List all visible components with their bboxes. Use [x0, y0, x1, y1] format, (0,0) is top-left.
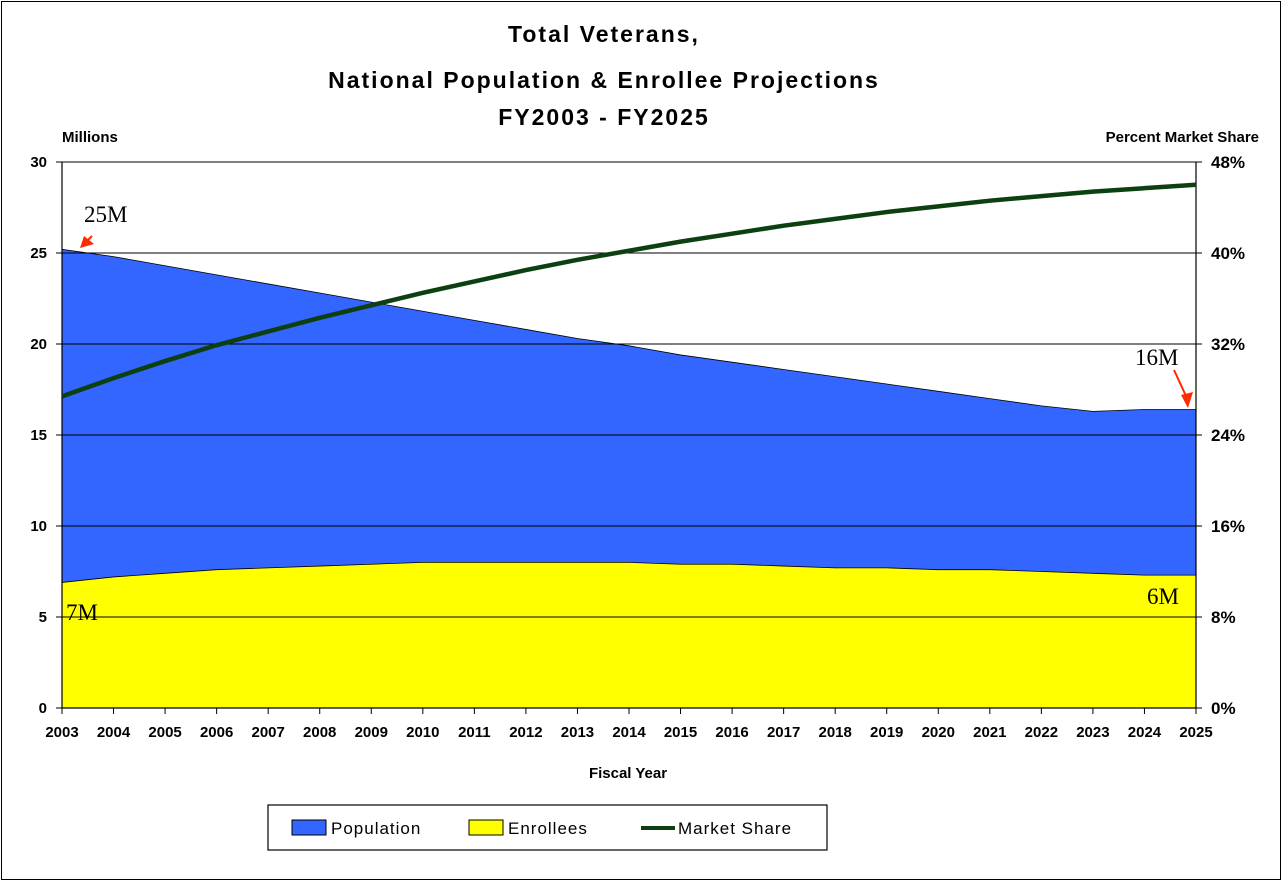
chart-title-line-2: National Population & Enrollee Projectio…	[328, 67, 880, 93]
y-tick-label-0: 0	[39, 700, 47, 717]
enrollees-area	[61, 562, 1197, 709]
chart-title-line-1: Total Veterans,	[508, 21, 700, 47]
y-tick-label-15: 15	[30, 427, 47, 444]
x-tick-label-2011: 2011	[458, 724, 491, 741]
x-tick-label-2004: 2004	[97, 724, 131, 741]
x-tick-label-2017: 2017	[767, 724, 800, 741]
y-axis-title: Millions	[62, 129, 118, 146]
legend: Population Enrollees Market Share	[267, 804, 828, 851]
legend-swatch-population	[291, 819, 327, 836]
y2-tick-label-0: 0%	[1211, 699, 1236, 718]
x-tick-label-2016: 2016	[715, 724, 748, 741]
annotation-arrow-16m-shaft	[1173, 369, 1187, 397]
x-tick-label-2015: 2015	[664, 724, 697, 741]
legend-label-population: Population	[331, 819, 421, 838]
y2-tick-label-48: 48%	[1211, 153, 1245, 172]
annotation-enrollees-start: 7M	[66, 600, 98, 625]
x-axis-title: Fiscal Year	[589, 765, 667, 782]
y2-tick-label-24: 24%	[1211, 426, 1245, 445]
legend-swatch-enrollees	[468, 819, 504, 836]
legend-box	[267, 804, 828, 851]
y2-tick-label-32: 32%	[1211, 335, 1245, 354]
y-tick-label-25: 25	[30, 245, 47, 262]
x-tick-label-2007: 2007	[251, 724, 284, 741]
annotation-arrow-16m-head	[1181, 392, 1193, 408]
y-tick-label-10: 10	[30, 518, 47, 535]
x-tick-label-2019: 2019	[870, 724, 903, 741]
x-tick-label-2013: 2013	[561, 724, 594, 741]
x-tick-label-2023: 2023	[1076, 724, 1109, 741]
annotation-enrollees-end: 6M	[1147, 584, 1179, 609]
legend-label-enrollees: Enrollees	[508, 819, 588, 838]
annotation-population-end: 16M	[1135, 345, 1178, 370]
x-tick-label-2009: 2009	[355, 724, 388, 741]
x-tick-label-2006: 2006	[200, 724, 233, 741]
x-tick-label-2025: 2025	[1179, 724, 1212, 741]
chart-title-line-3: FY2003 - FY2025	[498, 104, 710, 130]
y2-axis-title: Percent Market Share	[1106, 129, 1259, 146]
market-share-line	[61, 182, 1197, 399]
x-tick-label-2003: 2003	[45, 724, 78, 741]
x-tick-label-2012: 2012	[509, 724, 542, 741]
x-tick-label-2024: 2024	[1128, 724, 1162, 741]
annotation-arrow-25m-head	[80, 236, 94, 248]
x-tick-label-2018: 2018	[818, 724, 851, 741]
y2-tick-label-16: 16%	[1211, 517, 1245, 536]
annotation-population-start: 25M	[84, 202, 127, 227]
x-tick-label-2008: 2008	[303, 724, 336, 741]
legend-label-market-share: Market Share	[678, 819, 792, 838]
x-tick-label-2005: 2005	[148, 724, 181, 741]
chart-title: Total Veterans, National Population & En…	[328, 21, 880, 130]
y-tick-label-5: 5	[39, 609, 47, 626]
x-tick-label-2010: 2010	[406, 724, 439, 741]
x-tick-label-2020: 2020	[922, 724, 955, 741]
y-tick-label-30: 30	[30, 154, 47, 171]
y2-tick-label-8: 8%	[1211, 608, 1236, 627]
y2-tick-label-40: 40%	[1211, 244, 1245, 263]
y-tick-label-20: 20	[30, 336, 47, 353]
x-tick-label-2022: 2022	[1025, 724, 1058, 741]
x-tick-label-2014: 2014	[612, 724, 646, 741]
x-tick-label-2021: 2021	[973, 724, 1006, 741]
